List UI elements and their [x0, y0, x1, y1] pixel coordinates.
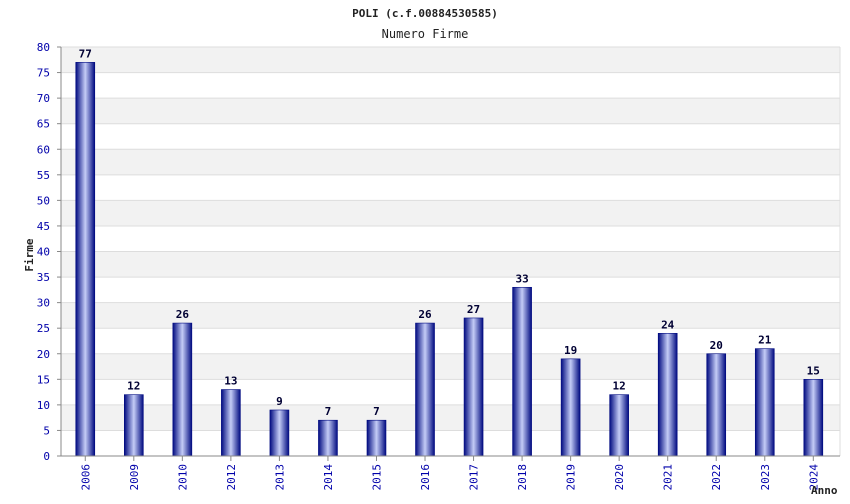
bar: [463, 317, 484, 457]
x-axis-label: Anno: [811, 484, 838, 497]
y-axis: 0 5 10 15 20 25 30 35 40 45 50 55 60 65 70 75 80: [37, 41, 841, 463]
data-label: 77: [79, 47, 92, 60]
data-label: 21: [758, 334, 772, 347]
bar: [172, 322, 193, 457]
x-tick-label: 2009: [128, 464, 141, 491]
bar: [366, 419, 387, 457]
y-tick-label: 60: [37, 143, 50, 156]
grid-band: [61, 98, 840, 124]
bar: [560, 358, 581, 457]
y-tick-label: 10: [37, 399, 50, 412]
data-label: 7: [325, 405, 332, 418]
x-tick-label: 2020: [613, 464, 626, 491]
bar: [657, 332, 678, 457]
x-tick-label: 2014: [322, 464, 335, 491]
grid-band: [61, 200, 840, 226]
bar: [124, 394, 144, 457]
data-label: 12: [613, 380, 626, 393]
x-tick-label: 2013: [273, 464, 286, 491]
x-tick-label: 2010: [176, 464, 189, 491]
x-tick-label: 2017: [468, 464, 481, 491]
y-tick-label: 50: [37, 194, 50, 207]
bar: [75, 62, 96, 457]
bar: [318, 419, 338, 457]
y-tick-label: 80: [37, 41, 50, 54]
x-tick-label: 2012: [225, 464, 238, 491]
data-label: 13: [224, 375, 237, 388]
y-tick-label: 40: [37, 246, 50, 259]
data-label: 24: [661, 318, 675, 331]
bars: [75, 62, 824, 457]
bar: [706, 353, 727, 457]
y-tick-label: 25: [37, 322, 50, 335]
y-tick-label: 65: [37, 118, 50, 131]
data-label: 15: [807, 364, 820, 377]
grid-band: [61, 251, 840, 278]
bar: [269, 409, 290, 457]
y-axis-label: Firme: [23, 238, 36, 271]
y-tick-label: 0: [43, 450, 50, 463]
y-tick-label: 30: [37, 297, 50, 310]
chart-subtitle: Numero Firme: [382, 27, 469, 41]
x-tick-label: 2016: [419, 464, 432, 491]
data-label: 20: [710, 339, 723, 352]
grid-band: [61, 149, 840, 175]
data-label: 12: [127, 380, 140, 393]
data-label: 19: [564, 344, 577, 357]
data-label: 7: [373, 405, 380, 418]
data-label: 33: [515, 272, 528, 285]
x-tick-label: 2015: [370, 464, 383, 491]
x-tick-label: 2019: [565, 464, 578, 491]
y-tick-label: 45: [37, 220, 50, 233]
bar: [754, 348, 775, 457]
x-tick-label: 2024: [807, 464, 820, 491]
x-tick-label: 2022: [710, 464, 723, 491]
data-label: 26: [418, 308, 432, 321]
x-tick-label: 2018: [516, 464, 529, 491]
bar: [609, 394, 629, 457]
bar: [512, 286, 532, 457]
grid-band: [61, 47, 840, 73]
y-tick-label: 70: [37, 92, 50, 105]
y-tick-label: 55: [37, 169, 50, 182]
bar: [803, 379, 824, 457]
x-tick-label: 2023: [759, 464, 772, 491]
x-tick-label: 2021: [662, 464, 675, 491]
y-tick-label: 15: [37, 373, 50, 386]
data-label: 9: [276, 395, 283, 408]
y-tick-label: 75: [37, 67, 50, 80]
x-tick-label: 2006: [79, 464, 92, 491]
y-tick-label: 20: [37, 348, 50, 361]
y-tick-label: 35: [37, 271, 50, 284]
bar: [415, 322, 435, 457]
bar: [221, 389, 241, 457]
y-tick-label: 5: [43, 424, 50, 437]
chart-title: POLI (c.f.00884530585): [352, 7, 498, 20]
data-label: 26: [176, 308, 190, 321]
x-axis: 2006 2009 2010 2012 2013 2014 2015 2016 2017 2018…: [61, 455, 840, 491]
data-label: 27: [467, 303, 480, 316]
